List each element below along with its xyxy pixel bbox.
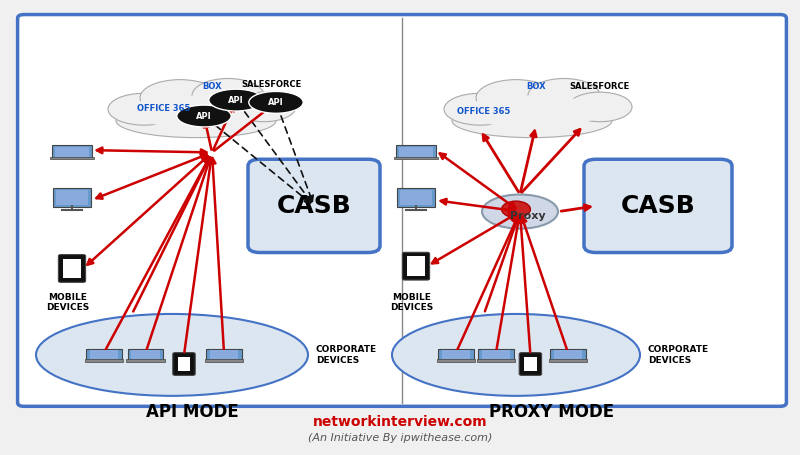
FancyBboxPatch shape bbox=[205, 359, 243, 362]
Ellipse shape bbox=[528, 78, 600, 113]
FancyBboxPatch shape bbox=[396, 145, 436, 158]
FancyBboxPatch shape bbox=[478, 349, 514, 360]
FancyBboxPatch shape bbox=[85, 359, 123, 362]
FancyBboxPatch shape bbox=[402, 252, 430, 280]
Ellipse shape bbox=[392, 314, 640, 396]
FancyBboxPatch shape bbox=[173, 353, 195, 375]
FancyBboxPatch shape bbox=[56, 190, 88, 205]
Ellipse shape bbox=[452, 103, 612, 137]
FancyBboxPatch shape bbox=[131, 350, 160, 359]
Text: MOBILE
DEVICES: MOBILE DEVICES bbox=[390, 293, 434, 312]
Ellipse shape bbox=[177, 105, 231, 127]
FancyBboxPatch shape bbox=[55, 147, 89, 157]
Text: OFFICE 365: OFFICE 365 bbox=[138, 105, 190, 113]
FancyBboxPatch shape bbox=[248, 159, 380, 253]
FancyBboxPatch shape bbox=[86, 349, 122, 360]
Text: SALESFORCE: SALESFORCE bbox=[570, 82, 630, 91]
Text: API MODE: API MODE bbox=[146, 403, 238, 421]
Ellipse shape bbox=[568, 92, 632, 122]
Text: PROXY MODE: PROXY MODE bbox=[490, 403, 614, 421]
Text: SALESFORCE: SALESFORCE bbox=[242, 81, 302, 89]
Text: OFFICE 365: OFFICE 365 bbox=[458, 107, 510, 116]
Text: CASB: CASB bbox=[621, 194, 695, 218]
FancyBboxPatch shape bbox=[90, 350, 118, 359]
FancyBboxPatch shape bbox=[58, 255, 86, 282]
FancyBboxPatch shape bbox=[128, 349, 163, 360]
Ellipse shape bbox=[232, 92, 296, 122]
Ellipse shape bbox=[192, 78, 264, 113]
Text: MOBILE
DEVICES: MOBILE DEVICES bbox=[46, 293, 90, 312]
FancyBboxPatch shape bbox=[52, 145, 92, 158]
Text: Proxy: Proxy bbox=[510, 211, 546, 221]
Ellipse shape bbox=[124, 96, 268, 127]
FancyBboxPatch shape bbox=[438, 349, 474, 360]
FancyBboxPatch shape bbox=[400, 190, 432, 205]
FancyBboxPatch shape bbox=[18, 15, 786, 406]
Text: networkinterview.com: networkinterview.com bbox=[313, 415, 487, 429]
Text: API: API bbox=[196, 111, 212, 121]
FancyBboxPatch shape bbox=[549, 359, 587, 362]
Text: API: API bbox=[268, 98, 284, 107]
Text: API: API bbox=[228, 96, 244, 105]
FancyBboxPatch shape bbox=[437, 359, 475, 362]
FancyBboxPatch shape bbox=[399, 147, 433, 157]
FancyBboxPatch shape bbox=[53, 188, 91, 207]
FancyBboxPatch shape bbox=[524, 357, 537, 371]
Ellipse shape bbox=[476, 80, 556, 116]
FancyBboxPatch shape bbox=[397, 188, 435, 207]
Ellipse shape bbox=[36, 314, 308, 396]
FancyBboxPatch shape bbox=[554, 350, 582, 359]
FancyBboxPatch shape bbox=[442, 350, 470, 359]
FancyBboxPatch shape bbox=[584, 159, 732, 253]
Text: BOX: BOX bbox=[526, 82, 546, 91]
Ellipse shape bbox=[140, 80, 220, 116]
FancyBboxPatch shape bbox=[394, 157, 438, 159]
Circle shape bbox=[502, 201, 530, 217]
FancyBboxPatch shape bbox=[178, 357, 190, 371]
Ellipse shape bbox=[444, 93, 516, 125]
FancyBboxPatch shape bbox=[206, 349, 242, 360]
FancyBboxPatch shape bbox=[126, 359, 165, 362]
FancyBboxPatch shape bbox=[519, 353, 542, 375]
FancyBboxPatch shape bbox=[550, 349, 586, 360]
FancyBboxPatch shape bbox=[477, 359, 515, 362]
Ellipse shape bbox=[116, 103, 276, 137]
FancyBboxPatch shape bbox=[482, 350, 510, 359]
Ellipse shape bbox=[249, 91, 303, 113]
Ellipse shape bbox=[482, 195, 558, 228]
Text: CORPORATE
DEVICES: CORPORATE DEVICES bbox=[316, 345, 377, 364]
Text: CASB: CASB bbox=[277, 194, 351, 218]
FancyBboxPatch shape bbox=[210, 350, 238, 359]
Ellipse shape bbox=[209, 89, 263, 111]
FancyBboxPatch shape bbox=[407, 257, 425, 276]
FancyBboxPatch shape bbox=[50, 157, 94, 159]
Text: CORPORATE
DEVICES: CORPORATE DEVICES bbox=[648, 345, 709, 364]
Ellipse shape bbox=[460, 96, 604, 127]
Text: (An Initiative By ipwithease.com): (An Initiative By ipwithease.com) bbox=[308, 433, 492, 443]
Text: BOX: BOX bbox=[202, 82, 222, 91]
FancyBboxPatch shape bbox=[63, 258, 81, 278]
Ellipse shape bbox=[108, 93, 180, 125]
